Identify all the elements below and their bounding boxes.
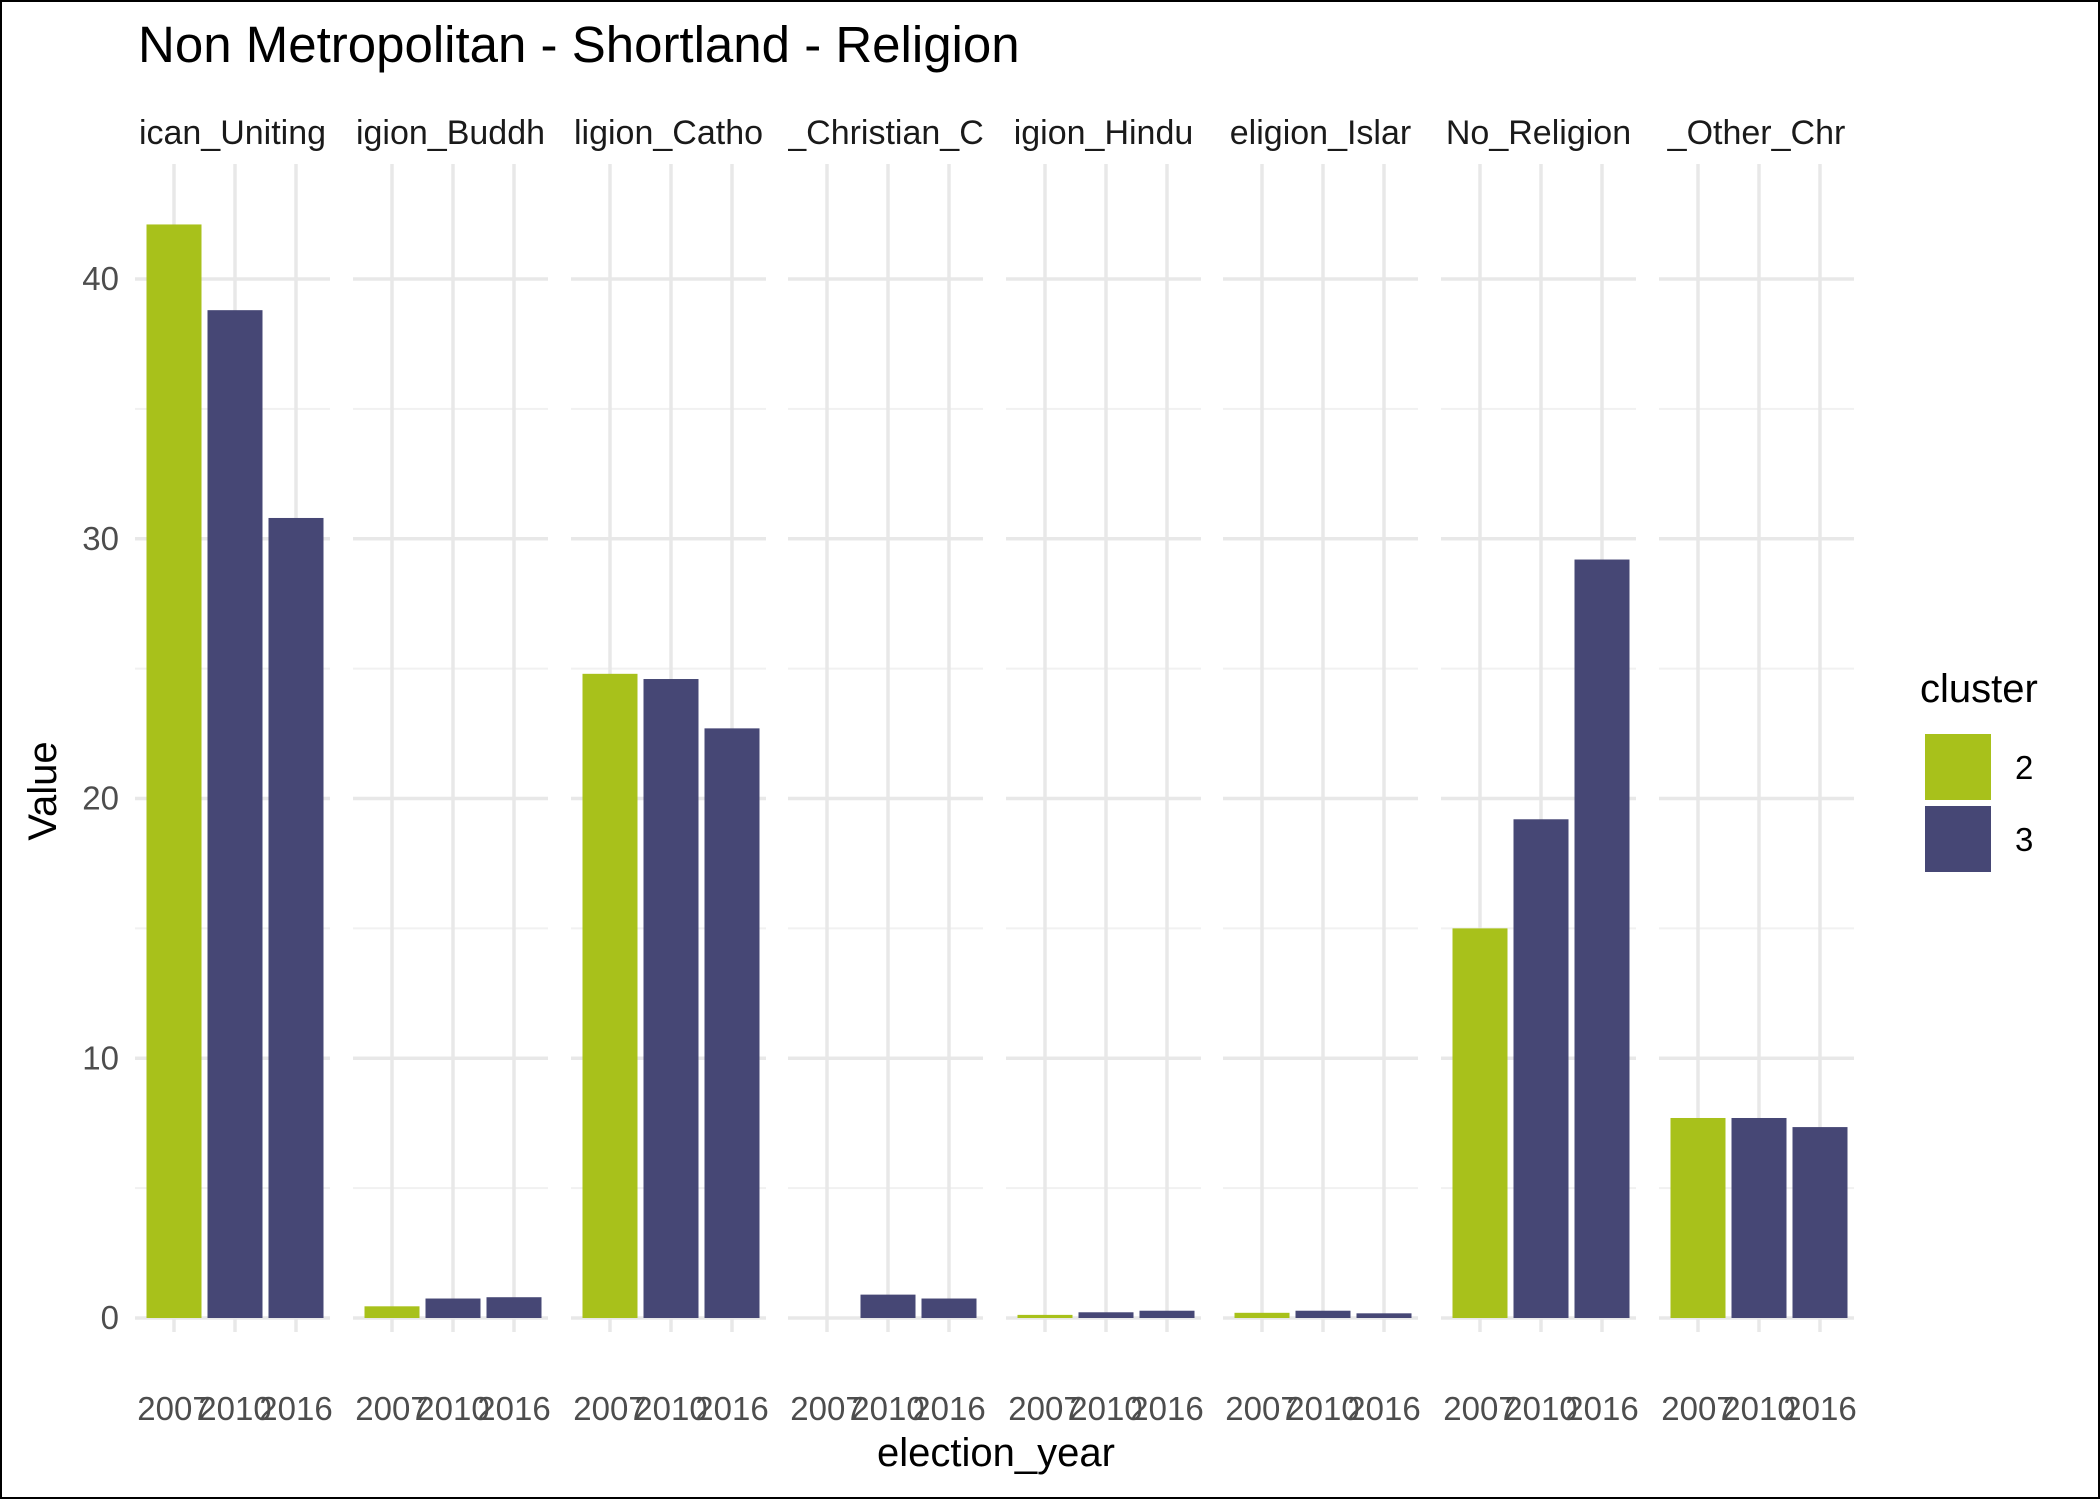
- bar: [1234, 1312, 1290, 1318]
- x-tick-label: 2010: [634, 1390, 707, 1427]
- chart-title: Non Metropolitan - Shortland - Religion: [138, 16, 1020, 73]
- bar: [1731, 1117, 1787, 1318]
- legend-swatch: [1925, 734, 1991, 800]
- bar: [860, 1294, 916, 1318]
- x-tick-label: 2016: [695, 1390, 768, 1427]
- x-tick-label: 2016: [477, 1390, 550, 1427]
- bar: [643, 679, 699, 1318]
- x-axis-title: election_year: [877, 1431, 1115, 1475]
- facet-strip-label: No_Religion: [1446, 114, 1631, 152]
- legend: cluster 23: [1920, 667, 2038, 872]
- x-tick-label: 2016: [1565, 1390, 1638, 1427]
- bar: [207, 310, 263, 1318]
- x-tick-label: 2007: [573, 1390, 646, 1427]
- x-tick-label: 2016: [1347, 1390, 1420, 1427]
- x-tick-label: 2010: [851, 1390, 924, 1427]
- bar: [1295, 1310, 1351, 1318]
- x-tick-label: 2007: [1443, 1390, 1516, 1427]
- x-tick-label: 2010: [1069, 1390, 1142, 1427]
- bar: [1513, 819, 1569, 1318]
- facet-panels: ican_Uniting200720102016igion_Buddh20072…: [135, 114, 1857, 1427]
- y-tick-label: 20: [82, 780, 119, 817]
- bar: [268, 517, 324, 1318]
- x-tick-label: 2007: [790, 1390, 863, 1427]
- facet-strip-label: eligion_Islar: [1230, 114, 1411, 152]
- y-axis: 0 10 20 30 40: [82, 260, 119, 1336]
- bar: [1574, 559, 1630, 1318]
- x-tick-label: 2010: [416, 1390, 489, 1427]
- y-axis-title: Value: [21, 741, 65, 840]
- legend-label: 2: [2015, 749, 2033, 786]
- bar: [582, 673, 638, 1318]
- x-tick-label: 2007: [1225, 1390, 1298, 1427]
- facet-strip-label: _Other_Chr: [1667, 114, 1846, 152]
- bar: [1670, 1117, 1726, 1318]
- bar: [1017, 1314, 1073, 1318]
- x-tick-label: 2016: [912, 1390, 985, 1427]
- x-tick-label: 2007: [355, 1390, 428, 1427]
- bar: [1078, 1312, 1134, 1318]
- x-tick-label: 2007: [1661, 1390, 1734, 1427]
- x-tick-label: 2007: [137, 1390, 210, 1427]
- x-tick-label: 2016: [1783, 1390, 1856, 1427]
- bar: [1139, 1310, 1195, 1318]
- legend-swatch: [1925, 806, 1991, 872]
- facet-strip-label: ican_Uniting: [139, 114, 326, 152]
- legend-title: cluster: [1920, 667, 2038, 711]
- facet-strip-label: igion_Hindu: [1014, 114, 1194, 152]
- facet-strip-label: _Christian_C: [786, 114, 984, 152]
- bar: [921, 1298, 977, 1318]
- x-tick-label: 2010: [1286, 1390, 1359, 1427]
- y-tick-label: 10: [82, 1039, 119, 1076]
- facet-strip-label: igion_Buddh: [356, 114, 545, 152]
- x-tick-label: 2007: [1008, 1390, 1081, 1427]
- legend-items: 23: [1925, 734, 2033, 872]
- bar: [425, 1298, 481, 1318]
- x-tick-label: 2010: [198, 1390, 271, 1427]
- y-tick-label: 30: [82, 520, 119, 557]
- x-tick-label: 2010: [1504, 1390, 1577, 1427]
- x-tick-label: 2016: [1130, 1390, 1203, 1427]
- bar: [146, 224, 202, 1318]
- facet-strip-label: ligion_Catho: [574, 114, 763, 152]
- bar: [1356, 1313, 1412, 1318]
- y-tick-label: 40: [82, 260, 119, 297]
- x-tick-label: 2010: [1722, 1390, 1795, 1427]
- bar: [1792, 1127, 1848, 1318]
- x-tick-label: 2016: [259, 1390, 332, 1427]
- bar: [1452, 928, 1508, 1318]
- y-tick-label: 0: [101, 1299, 119, 1336]
- bar: [486, 1297, 542, 1318]
- legend-label: 3: [2015, 821, 2033, 858]
- bar: [704, 728, 760, 1318]
- bar: [364, 1306, 420, 1318]
